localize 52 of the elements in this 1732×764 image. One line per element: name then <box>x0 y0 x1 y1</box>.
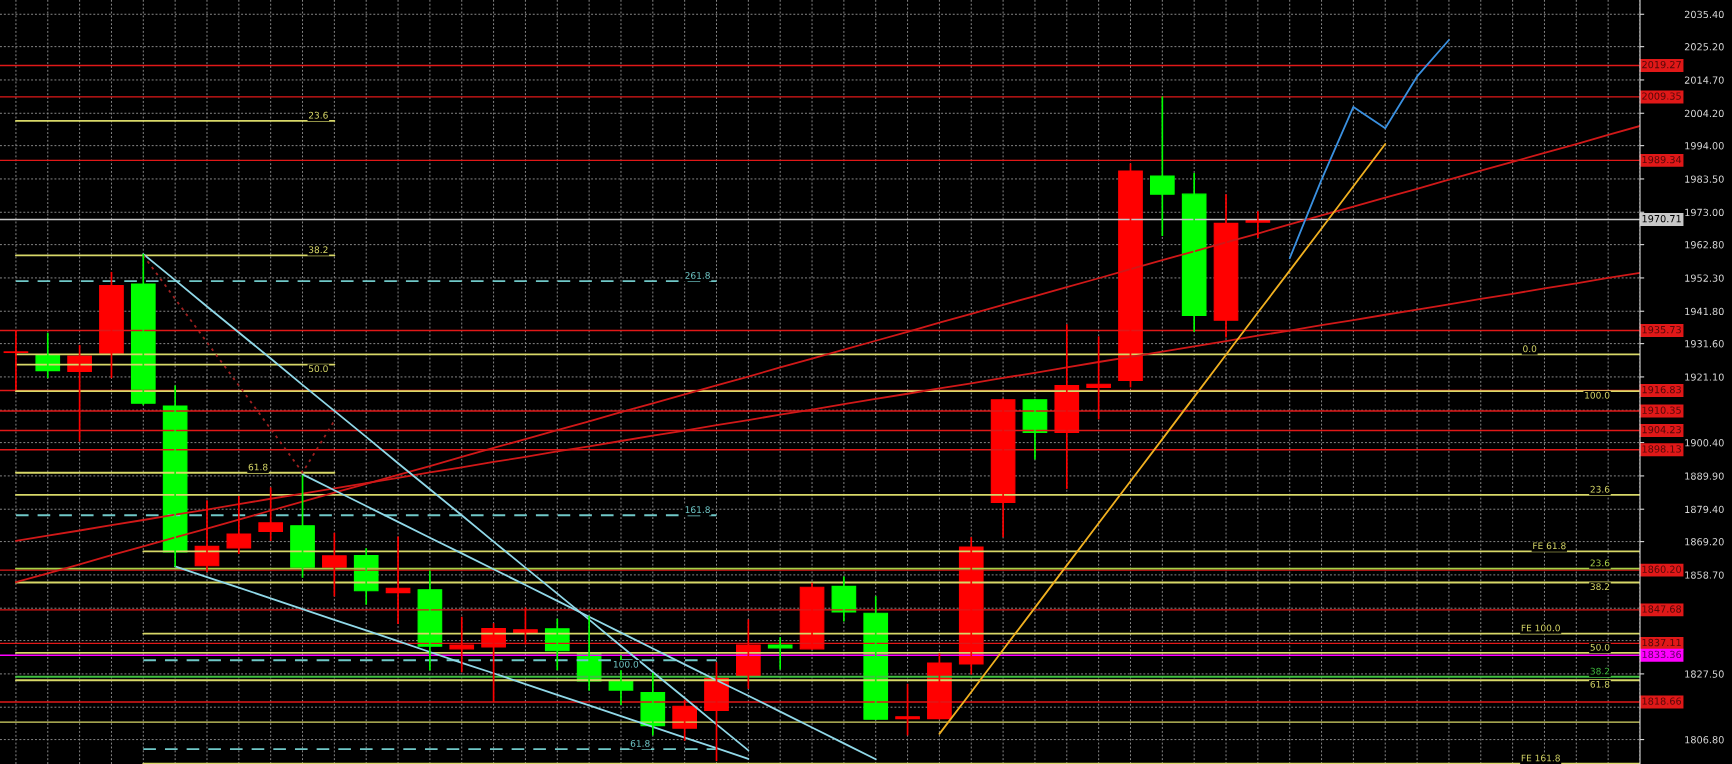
ref-line-label: 1837.11 <box>1642 638 1681 647</box>
y-tick-label: 2035.40 <box>1684 10 1724 19</box>
ref-line-label: 2019.27 <box>1642 60 1681 69</box>
series-label: 23.6 <box>1590 559 1610 567</box>
y-tick-label: 1941.80 <box>1685 307 1724 316</box>
series-label: 100.0 <box>1585 391 1610 399</box>
series-label: 100.0 <box>613 660 639 668</box>
series-label: FE 161.8 <box>1521 754 1560 762</box>
y-tick-label: 1952.30 <box>1685 274 1724 282</box>
ref-line-label: 1916.83 <box>1642 385 1681 394</box>
y-tick-label: 1827.50 <box>1685 670 1724 678</box>
series-label: 23.6 <box>308 111 328 119</box>
ref-line-label: 1910.35 <box>1642 406 1681 414</box>
series-label: 61.8 <box>1590 680 1610 688</box>
series-label: 50.0 <box>308 365 328 373</box>
ref-line-label: 1904.23 <box>1642 425 1681 434</box>
y-tick-label: 1858.70 <box>1685 571 1724 579</box>
y-tick-label: 1869.20 <box>1685 538 1724 546</box>
y-tick-label: 1973.00 <box>1685 208 1724 217</box>
ref-line-label: 1898.13 <box>1642 445 1681 453</box>
y-tick-label: 1879.40 <box>1685 505 1724 514</box>
series-label: 38.2 <box>308 246 328 254</box>
ref-line-label: 1989.34 <box>1642 155 1682 164</box>
series-label: 61.8 <box>248 463 268 471</box>
y-tick-label: 1806.80 <box>1685 736 1724 744</box>
series-label: 161.8 <box>685 506 710 514</box>
ref-line-label: 1860.20 <box>1642 565 1682 573</box>
series-label: 261.8 <box>685 272 710 279</box>
ref-line-label: 1847.68 <box>1642 605 1682 613</box>
series-label: FE 61.8 <box>1533 542 1566 550</box>
ref-line-label: 2009.35 <box>1642 92 1681 100</box>
ref-line-label: 1935.73 <box>1642 325 1681 334</box>
series-label: 23.6 <box>1590 485 1610 493</box>
y-tick-label: 1962.80 <box>1685 241 1724 249</box>
series-label: 38.2 <box>1590 667 1610 675</box>
y-tick-label: 1921.10 <box>1685 373 1724 381</box>
y-tick-label: 1889.90 <box>1685 472 1724 480</box>
series-label: 50.0 <box>1590 643 1610 651</box>
series-label: FE 100.0 <box>1521 624 1560 632</box>
y-tick-label: 1983.50 <box>1685 175 1724 183</box>
y-tick-label: 2014.70 <box>1684 76 1724 84</box>
ref-line-label: 1970.71 <box>1642 214 1681 223</box>
ref-line-label: 1833.36 <box>1642 650 1682 659</box>
y-tick-label: 2025.20 <box>1684 43 1724 51</box>
y-tick-label: 2004.20 <box>1684 109 1724 118</box>
ref-line-label: 1818.66 <box>1642 697 1682 705</box>
series-label: 0.0 <box>1523 345 1537 353</box>
y-tick-label: 1931.60 <box>1685 340 1724 348</box>
series-label: 61.8 <box>630 740 650 747</box>
y-tick-label: 1994.00 <box>1685 142 1724 150</box>
series-label: 38.2 <box>1590 583 1610 591</box>
y-tick-label: 1900.40 <box>1685 439 1724 447</box>
